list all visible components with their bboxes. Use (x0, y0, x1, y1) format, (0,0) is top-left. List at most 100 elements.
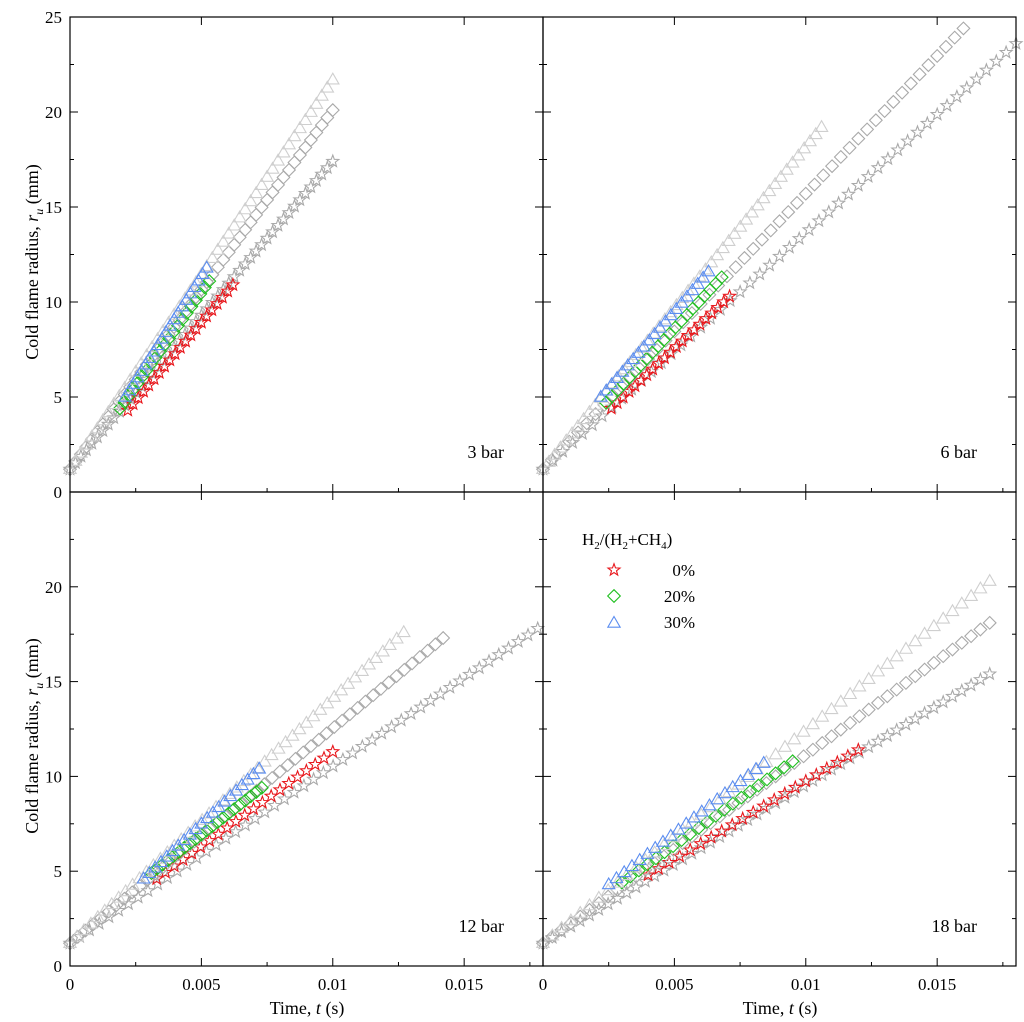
gray-point (582, 897, 597, 911)
gray-point (584, 417, 600, 432)
y-tick-label: 0 (54, 483, 63, 502)
gray-point (104, 896, 119, 910)
x-tick-label: 0.01 (791, 975, 821, 994)
gray-point (541, 454, 556, 467)
gray-point (698, 262, 713, 275)
gray-point (313, 702, 328, 715)
data-point (238, 793, 253, 808)
gray-point (270, 177, 286, 192)
gray-point (889, 682, 904, 697)
gray-point (249, 185, 264, 199)
data-point (652, 320, 668, 333)
data-point (118, 389, 133, 402)
data-point (829, 754, 845, 769)
gray-point (972, 671, 988, 686)
gray-point (919, 115, 935, 130)
gray-point (791, 148, 806, 161)
gray-point (647, 845, 662, 858)
gray-point (619, 876, 634, 891)
gray-point (555, 443, 571, 458)
gray-point (728, 260, 743, 275)
gray-point (675, 851, 691, 866)
gray-point (423, 692, 439, 708)
gray-point (232, 210, 247, 223)
gray-point (576, 411, 591, 425)
gray-point (852, 709, 867, 724)
gray-point (79, 437, 94, 450)
gray-point (389, 631, 404, 644)
gray-point (628, 869, 644, 884)
data-point (172, 339, 188, 355)
gray-point (106, 409, 122, 425)
gray-point (781, 239, 797, 254)
gray-point (375, 644, 390, 657)
data-point (679, 816, 694, 829)
gray-point (731, 795, 746, 811)
gray-point (237, 256, 253, 271)
gray-point (265, 770, 280, 785)
gray-point (69, 929, 85, 942)
gray-point (264, 747, 279, 761)
gray-point (260, 192, 275, 207)
gray-point (807, 177, 822, 192)
legend-diamond-symbol (606, 588, 622, 604)
gray-point (868, 113, 883, 128)
data-point (768, 766, 783, 781)
gray-point (898, 675, 914, 690)
gray-point (582, 404, 597, 417)
gray-point (292, 147, 308, 163)
data-point (120, 402, 136, 417)
gray-point (198, 843, 214, 858)
data-point (216, 810, 231, 825)
gray-point (412, 649, 427, 665)
gray-point (591, 890, 606, 903)
data-point (199, 260, 214, 273)
gray-point (789, 195, 805, 210)
gray-point (744, 205, 760, 218)
data-point (741, 767, 756, 781)
gray-point (76, 922, 92, 936)
data-point (609, 370, 625, 383)
data-point (631, 863, 646, 878)
x-axis-label-right: Time, t (s) (743, 998, 818, 1019)
gray-point (801, 221, 817, 237)
data-point (742, 784, 758, 799)
data-point (702, 797, 717, 811)
legend-title: H2/(H2+CH4) (582, 530, 672, 552)
gray-point (545, 929, 560, 944)
gray-point (777, 762, 793, 777)
gray-point (188, 274, 204, 288)
gray-point (265, 161, 280, 174)
gray-point (559, 433, 574, 446)
gray-point (802, 133, 818, 147)
data-point (691, 820, 706, 836)
gray-point (227, 237, 242, 252)
gray-point (120, 896, 137, 911)
y-tick-label: 5 (54, 862, 63, 881)
gray-point (297, 185, 313, 200)
gray-point (315, 764, 331, 780)
gray-point (227, 218, 242, 231)
gray-point (368, 650, 384, 663)
gray-point (982, 573, 997, 586)
gray-point (347, 670, 363, 683)
data-point (640, 846, 655, 859)
gray-point (900, 133, 916, 148)
data-point (683, 826, 698, 842)
gray-point (945, 642, 960, 657)
gray-point (340, 676, 356, 689)
gray-point (709, 247, 725, 261)
data-point (685, 301, 700, 316)
gray-point (759, 754, 774, 767)
gray-point (413, 699, 429, 714)
gray-point (982, 615, 997, 630)
data-point (195, 266, 210, 280)
gray-point (959, 80, 975, 95)
data-point (665, 839, 681, 854)
data-point (626, 351, 641, 365)
gray-point (257, 804, 273, 819)
y-tick-label: 20 (45, 103, 62, 122)
gray-point (309, 96, 324, 109)
gray-point (833, 722, 848, 737)
data-point (725, 796, 740, 811)
